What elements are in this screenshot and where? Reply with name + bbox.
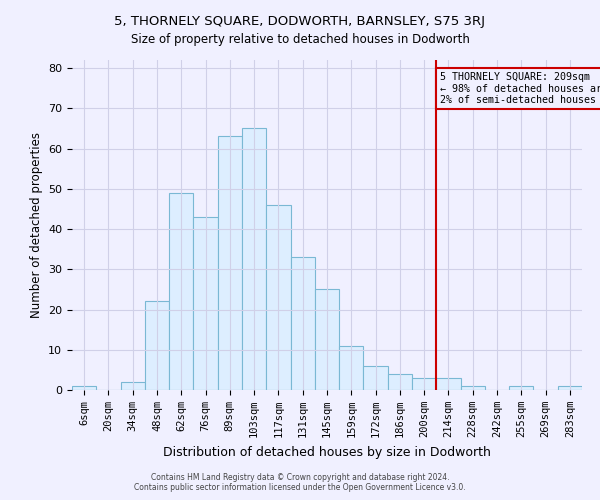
Text: Size of property relative to detached houses in Dodworth: Size of property relative to detached ho…	[131, 32, 469, 46]
Text: Contains HM Land Registry data © Crown copyright and database right 2024.
Contai: Contains HM Land Registry data © Crown c…	[134, 473, 466, 492]
Bar	[169, 193, 193, 390]
Bar	[461, 386, 485, 390]
Bar	[193, 217, 218, 390]
Bar	[72, 386, 96, 390]
Bar	[364, 366, 388, 390]
Bar	[145, 302, 169, 390]
Text: 5 THORNELY SQUARE: 209sqm
← 98% of detached houses are smaller (370)
2% of semi-: 5 THORNELY SQUARE: 209sqm ← 98% of detac…	[440, 72, 600, 106]
X-axis label: Distribution of detached houses by size in Dodworth: Distribution of detached houses by size …	[163, 446, 491, 458]
Y-axis label: Number of detached properties: Number of detached properties	[29, 132, 43, 318]
Bar	[218, 136, 242, 390]
Bar	[266, 205, 290, 390]
Bar	[242, 128, 266, 390]
Bar	[412, 378, 436, 390]
Bar	[558, 386, 582, 390]
Bar	[388, 374, 412, 390]
Bar	[121, 382, 145, 390]
Bar	[509, 386, 533, 390]
Bar	[339, 346, 364, 390]
Bar	[436, 378, 461, 390]
Bar	[290, 257, 315, 390]
Bar	[315, 290, 339, 390]
Text: 5, THORNELY SQUARE, DODWORTH, BARNSLEY, S75 3RJ: 5, THORNELY SQUARE, DODWORTH, BARNSLEY, …	[115, 15, 485, 28]
